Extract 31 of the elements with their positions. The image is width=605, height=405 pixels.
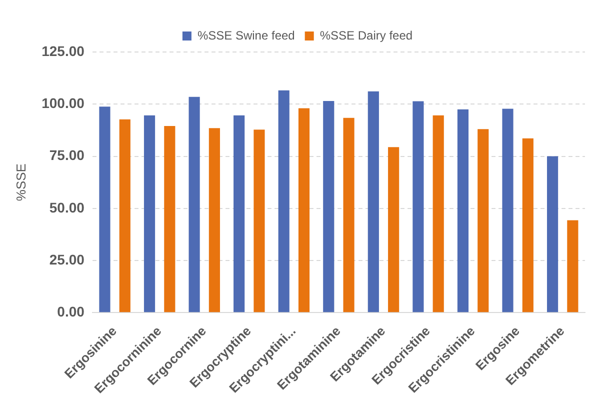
- bar: [432, 115, 444, 312]
- bar: [298, 108, 310, 312]
- bar: [234, 115, 245, 312]
- bar: [388, 147, 400, 312]
- y-tick-label: 50.00: [49, 199, 85, 216]
- bar: [343, 118, 354, 312]
- bar: [119, 119, 130, 312]
- bar: [278, 90, 290, 312]
- bar: [546, 156, 558, 312]
- bar: [478, 129, 489, 312]
- bar: [567, 220, 578, 312]
- bar: [502, 108, 514, 312]
- bar: [208, 128, 220, 312]
- bar: [144, 115, 156, 312]
- bar: [164, 126, 176, 312]
- legend-label: %SSE Dairy feed: [320, 28, 413, 42]
- bar: [457, 109, 469, 312]
- bar: [254, 130, 265, 312]
- y-tick-label: 0.00: [57, 304, 85, 320]
- y-tick-label: 75.00: [49, 147, 85, 164]
- bar: [412, 101, 424, 312]
- bar: [323, 101, 334, 312]
- y-tick-label: 100.00: [42, 94, 85, 111]
- bar: [368, 91, 379, 312]
- y-tick-label: 25.00: [49, 251, 85, 268]
- bar: [188, 96, 200, 312]
- bar: [99, 106, 110, 312]
- bar: [522, 138, 534, 312]
- legend-label: %SSE Swine feed: [197, 28, 295, 42]
- y-axis-title: %SSE: [13, 163, 28, 202]
- y-tick-label: 125.00: [42, 42, 85, 59]
